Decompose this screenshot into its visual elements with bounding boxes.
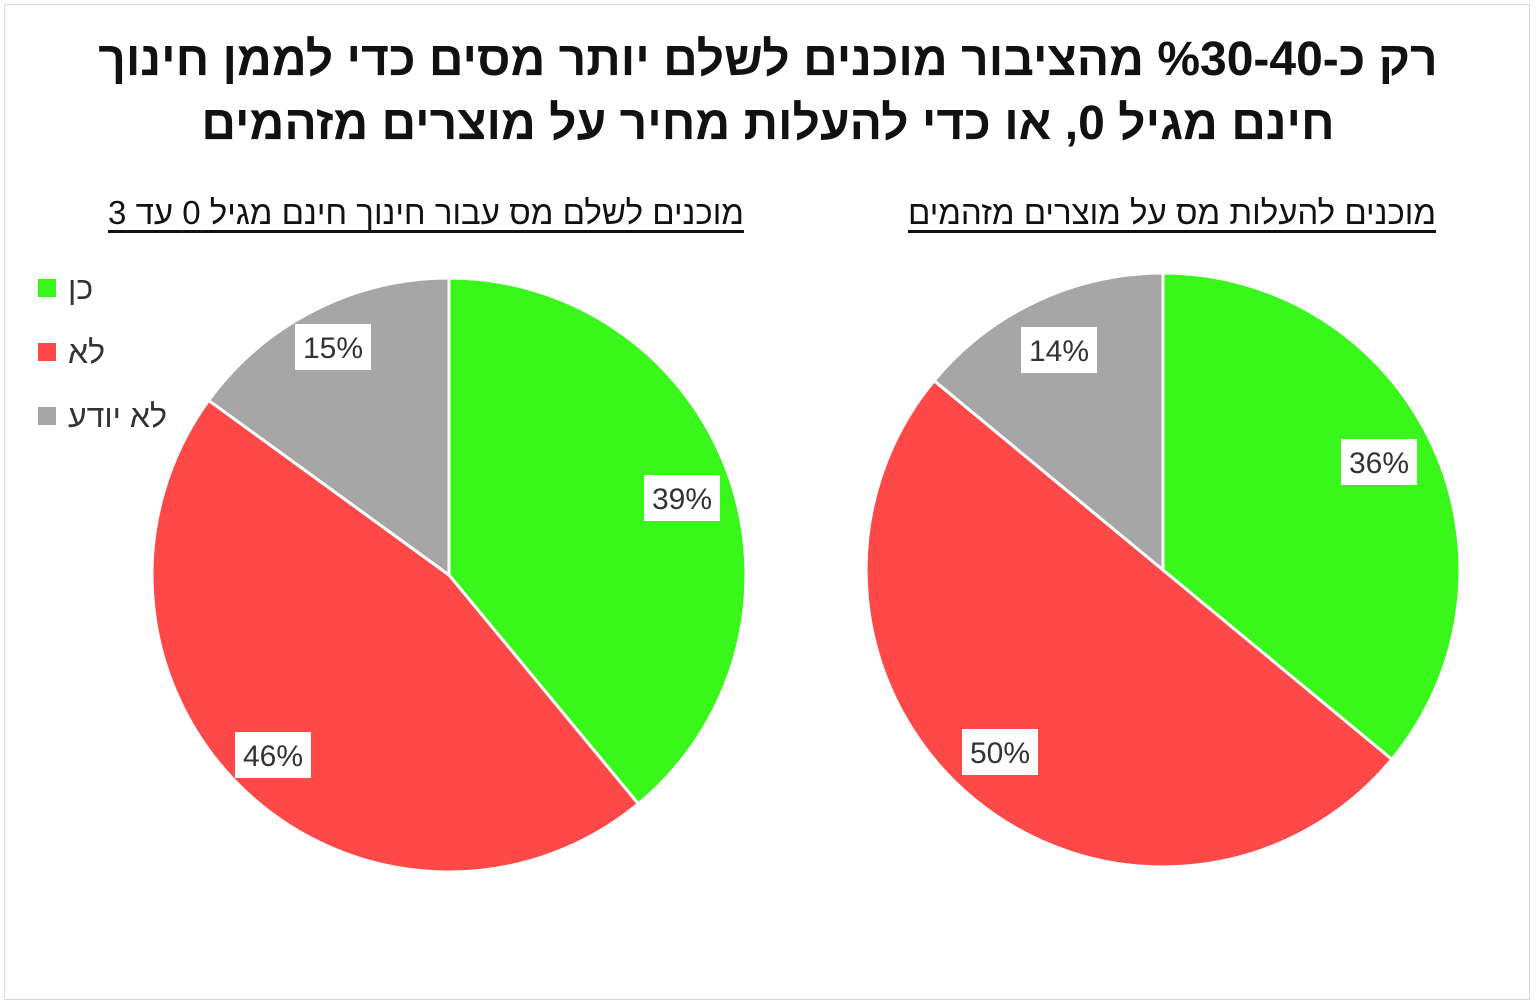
left-pie-slice-yes — [447, 276, 748, 806]
right-pie-data-label-bg-yes — [1341, 439, 1417, 485]
left-pie-title: מוכנים לשלם מס עבור חינוך חינם מגיל 0 עד… — [108, 194, 744, 231]
legend-label-no: לא — [68, 333, 106, 370]
legend-swatch-dont-know — [38, 407, 56, 425]
right-pie-data-label-bg-dont-know — [1021, 327, 1097, 373]
legend-swatch-yes — [38, 279, 56, 297]
left-pie-data-label-yes: 39% — [652, 483, 712, 516]
left-pie-data-label-no: 46% — [243, 740, 303, 773]
right-pie: 36% 50% 14% — [865, 271, 1462, 868]
right-pie-data-label-dont-know: 14% — [1029, 335, 1089, 368]
legend-item-dont-know: לא יודע — [38, 396, 167, 436]
chart-frame — [4, 4, 1530, 1000]
left-pie-data-label-bg-dont-know — [295, 324, 371, 370]
left-pie-data-label-dont-know: 15% — [303, 332, 363, 365]
legend-swatch-no — [38, 343, 56, 361]
legend-label-dont-know: לא יודע — [68, 397, 167, 434]
left-pie-slice-dont-know — [206, 276, 451, 578]
left-pie: 39% 46% 15% — [150, 276, 748, 874]
right-pie-data-label-bg-no — [962, 729, 1038, 775]
right-pie-slice-dont-know — [932, 271, 1165, 574]
chart-title-line-1: רק כ-%30-40 מהציבור מוכנים לשלם יותר מסי… — [98, 33, 1438, 86]
right-pie-data-label-yes: 36% — [1349, 447, 1409, 480]
right-pie-data-label-no: 50% — [970, 737, 1030, 770]
left-pie-data-label-bg-yes — [644, 475, 720, 521]
left-pie-data-label-bg-no — [235, 732, 311, 778]
legend-item-yes: כן — [38, 268, 93, 308]
right-pie-slice-yes — [1161, 271, 1462, 762]
legend-item-no: לא — [38, 332, 105, 372]
right-pie-title: מוכנים להעלות מס על מוצרים מזהמים — [907, 194, 1437, 231]
legend-label-yes: כן — [68, 269, 94, 306]
chart-title-line-2: חינם מגיל 0, או כדי להעלות מחיר על מוצרי… — [201, 97, 1335, 150]
